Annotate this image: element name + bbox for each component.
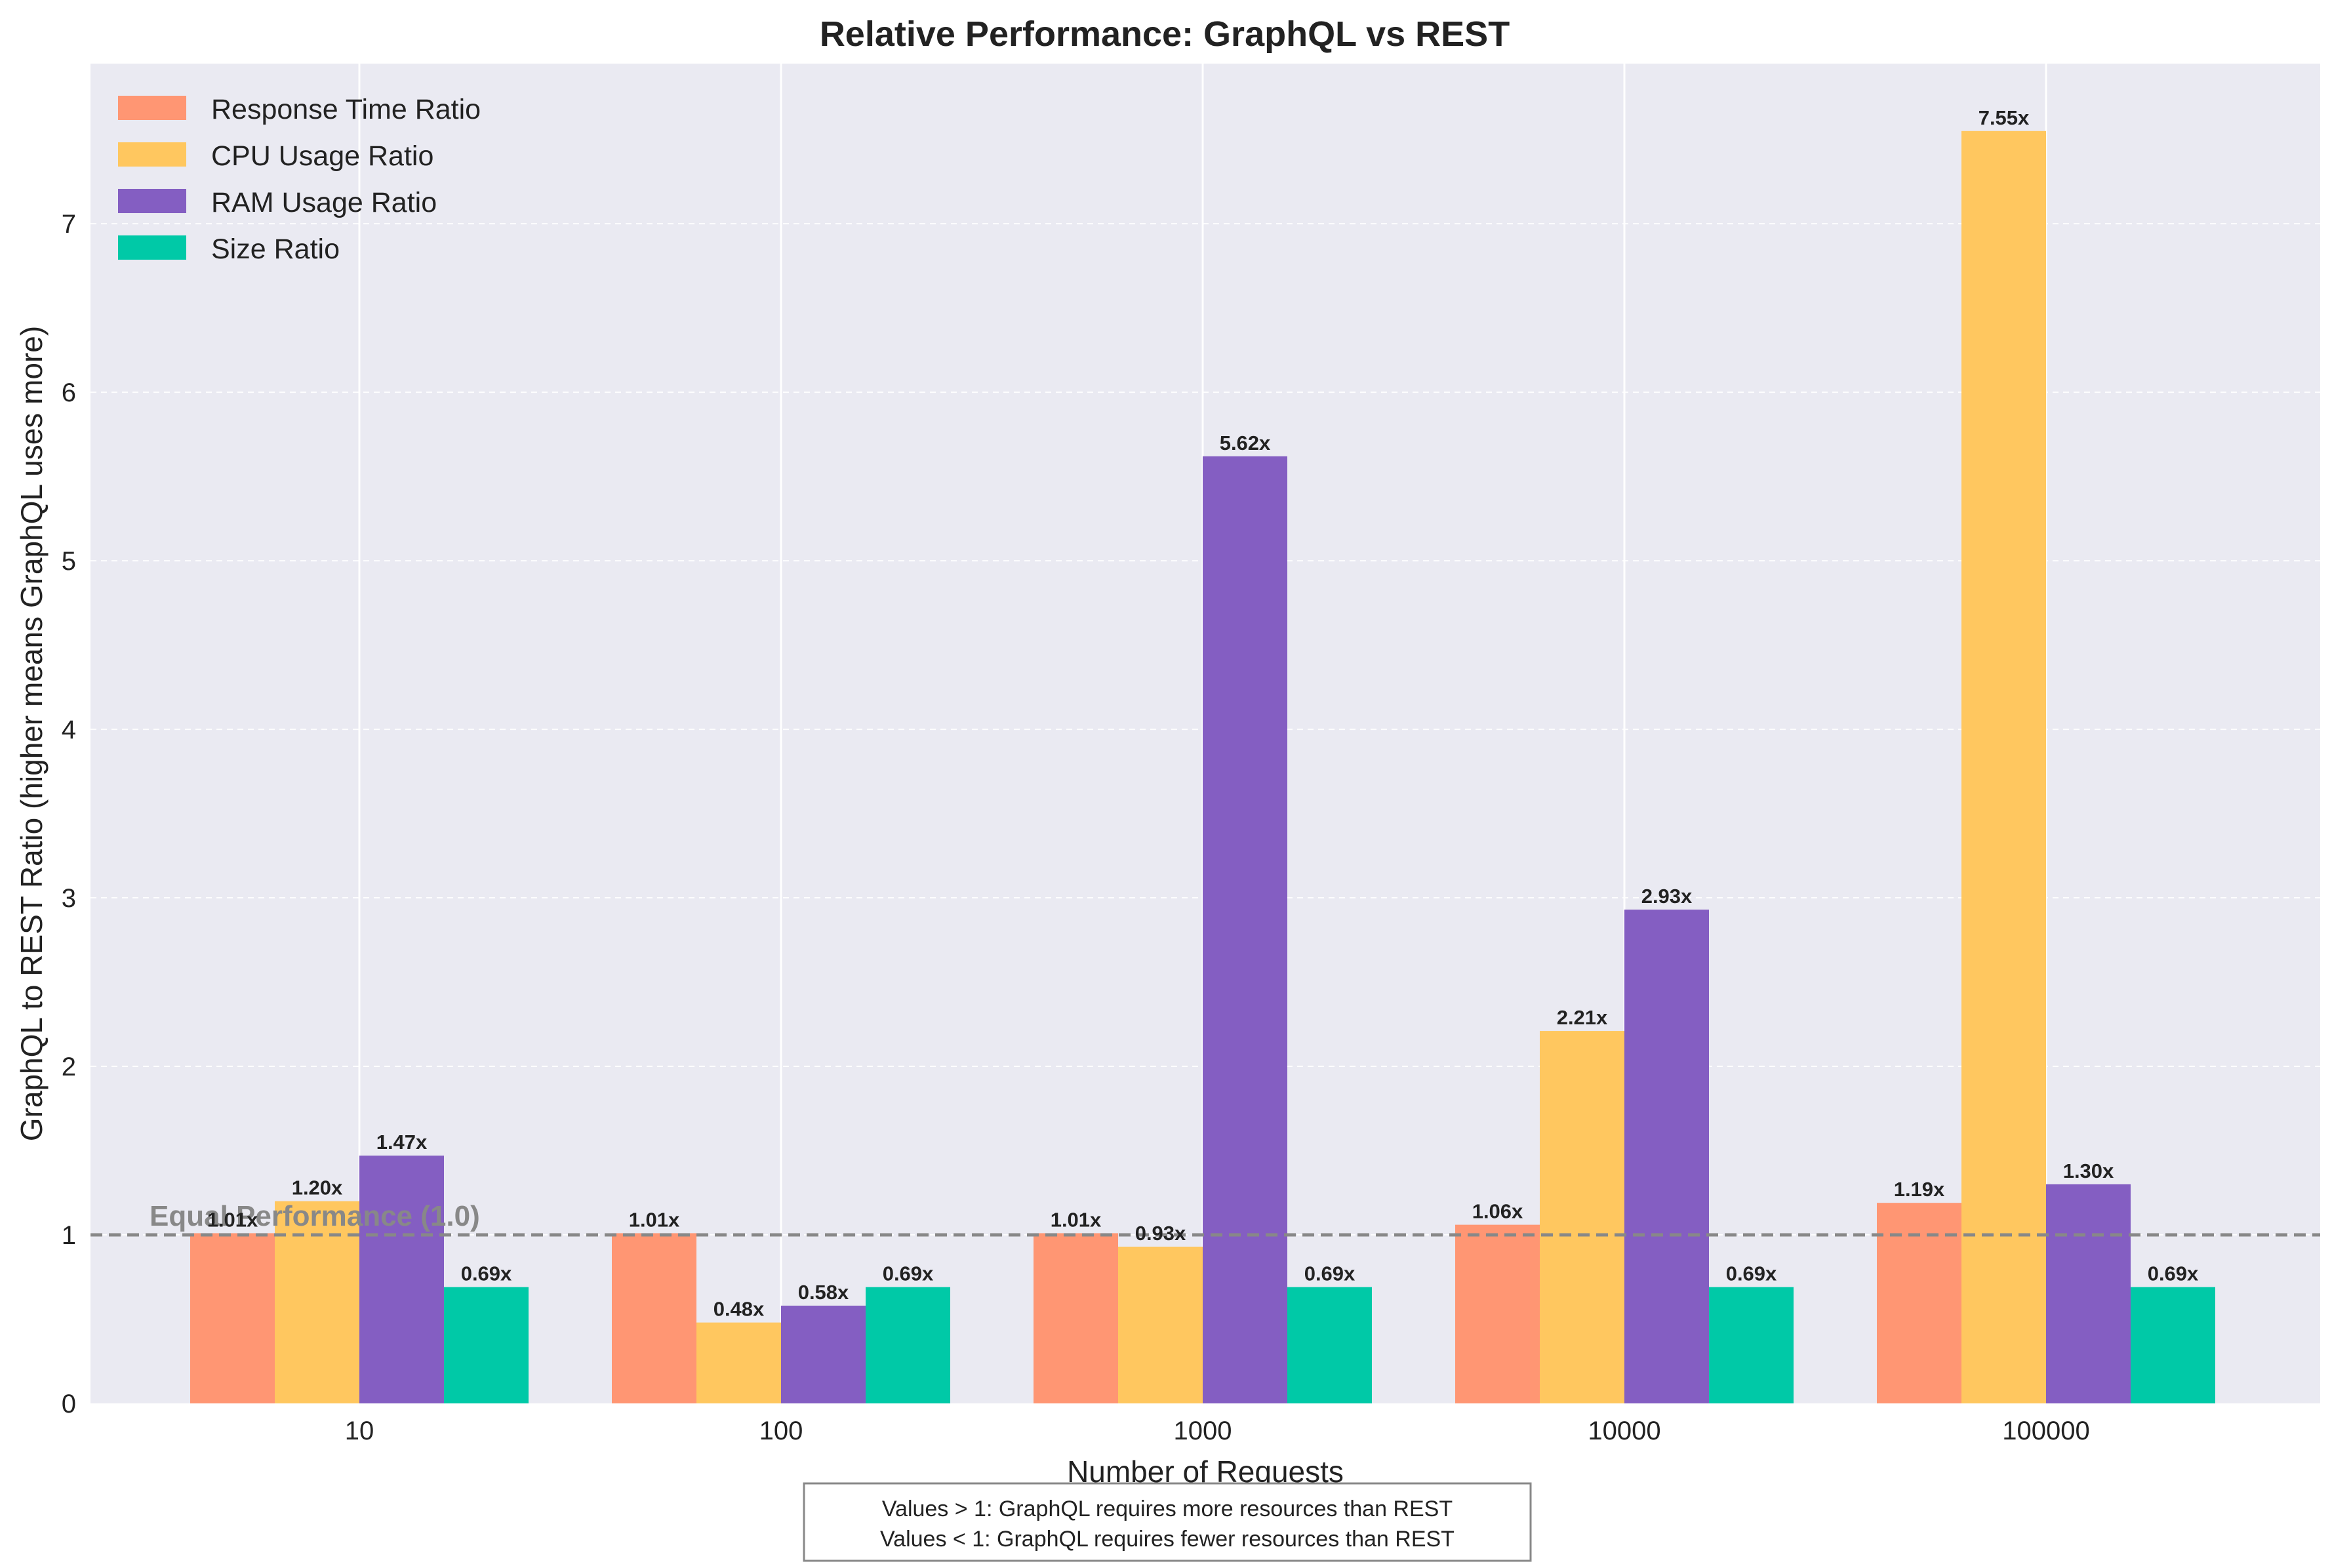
bar <box>1287 1287 1372 1403</box>
legend-label: CPU Usage Ratio <box>211 140 433 172</box>
y-tick-label: 2 <box>62 1053 76 1081</box>
legend-swatch <box>118 96 186 120</box>
x-tick-label: 1000 <box>1174 1417 1232 1445</box>
x-tick-label: 100000 <box>2002 1417 2089 1445</box>
bar-value-label: 1.01x <box>1051 1208 1102 1231</box>
chart-title: Relative Performance: GraphQL vs REST <box>820 14 1510 54</box>
bar-value-labels: 1.01x 1.01x 1.01x 1.06x 1.19x 1.20x 0.48x 0.93x… <box>207 106 2199 1321</box>
bar <box>1540 1031 1624 1403</box>
bar <box>1877 1203 1961 1403</box>
bar <box>1034 1233 1118 1403</box>
y-tick-label: 1 <box>62 1221 76 1250</box>
y-axis-ticks: 0 1 2 3 4 5 6 7 <box>62 210 76 1418</box>
bar-value-label: 1.30x <box>2063 1159 2114 1182</box>
bar <box>866 1287 950 1403</box>
bar-value-label: 1.19x <box>1894 1178 1945 1201</box>
bar <box>1118 1247 1203 1403</box>
bar-value-label: 0.69x <box>461 1262 512 1285</box>
y-tick-label: 7 <box>62 210 76 239</box>
bar-value-label: 1.06x <box>1472 1200 1523 1223</box>
bar <box>1203 456 1287 1403</box>
bar <box>2131 1287 2215 1403</box>
bar-value-label: 0.69x <box>2148 1262 2199 1285</box>
bar-value-label: 7.55x <box>1978 106 2030 129</box>
bar <box>696 1322 781 1403</box>
x-tick-label: 10000 <box>1588 1417 1660 1445</box>
bar-value-label: 1.01x <box>629 1208 680 1231</box>
x-tick-label: 10 <box>345 1417 374 1445</box>
bar-value-label: 0.48x <box>713 1298 765 1321</box>
y-tick-label: 5 <box>62 547 76 576</box>
bar-value-label: 0.93x <box>1135 1222 1186 1245</box>
bar-value-label: 0.69x <box>1304 1262 1356 1285</box>
bar <box>1455 1224 1540 1403</box>
annotation-box: Values > 1: GraphQL requires more resour… <box>803 1482 1532 1562</box>
y-tick-label: 3 <box>62 884 76 913</box>
y-tick-label: 4 <box>62 715 76 744</box>
bar <box>359 1156 444 1403</box>
y-axis-title: GraphQL to REST Ratio (higher means Grap… <box>14 326 49 1141</box>
bar <box>190 1233 275 1403</box>
legend-label: Response Time Ratio <box>211 94 481 125</box>
bar-value-label: 5.62x <box>1220 432 1271 454</box>
bar <box>2046 1184 2131 1403</box>
bar <box>1709 1287 1794 1403</box>
bar-value-label: 2.21x <box>1557 1006 1608 1029</box>
bar-value-label: 2.93x <box>1641 885 1693 908</box>
bar-value-label: 1.47x <box>376 1131 428 1154</box>
annotation-line-1: Values > 1: GraphQL requires more resour… <box>882 1497 1453 1521</box>
bar-value-label: 0.58x <box>798 1281 849 1304</box>
legend-swatch <box>118 189 186 213</box>
bar-value-label: 0.69x <box>1726 1262 1777 1285</box>
bar <box>781 1305 866 1403</box>
bar-value-label: 1.01x <box>207 1208 258 1231</box>
annotation-frame <box>803 1482 1532 1562</box>
x-tick-label: 100 <box>759 1417 803 1445</box>
legend-label: RAM Usage Ratio <box>211 187 437 218</box>
legend-swatch <box>118 142 186 167</box>
legend: Response Time Ratio CPU Usage Ratio RAM Us… <box>118 94 481 265</box>
bar <box>612 1233 696 1403</box>
bars <box>190 131 2215 1403</box>
y-tick-label: 0 <box>62 1390 76 1418</box>
bar-value-label: 0.69x <box>883 1262 934 1285</box>
legend-label: Size Ratio <box>211 233 340 265</box>
bar-value-label: 1.20x <box>292 1176 343 1199</box>
bar <box>1961 131 2046 1403</box>
x-axis-ticks: 10 100 1000 10000 100000 <box>345 1417 2090 1445</box>
bar <box>444 1287 529 1403</box>
y-tick-label: 6 <box>62 378 76 407</box>
legend-swatch <box>118 235 186 260</box>
annotation-line-2: Values < 1: GraphQL requires fewer resou… <box>880 1527 1455 1552</box>
equal-performance-label: Equal Performance (1.0) <box>150 1200 480 1232</box>
bar <box>1624 910 1709 1403</box>
